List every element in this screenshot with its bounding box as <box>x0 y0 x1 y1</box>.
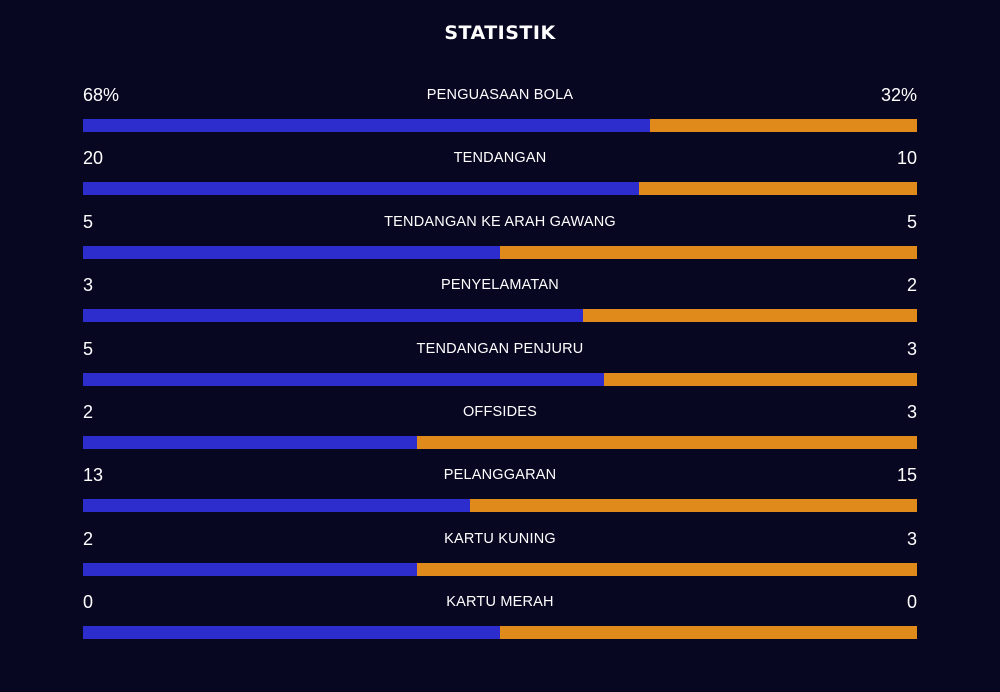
away-bar-segment <box>416 562 917 576</box>
comparison-bar <box>83 435 917 449</box>
comparison-bar <box>83 372 917 386</box>
comparison-bar <box>83 182 917 196</box>
stat-label: KARTU KUNING <box>444 530 556 547</box>
stat-label: TENDANGAN KE ARAH GAWANG <box>384 213 616 230</box>
away-value: 0 <box>906 592 917 613</box>
home-bar-segment <box>83 182 640 196</box>
comparison-bar <box>83 626 917 640</box>
stat-row: 68% PENGUASAAN BOLA 32% <box>83 80 917 143</box>
stat-label: OFFSIDES <box>462 403 538 420</box>
stat-row: 3 PENYELAMATAN 2 <box>83 270 917 333</box>
away-value: 2 <box>906 275 917 296</box>
stat-row: 20 TENDANGAN 10 <box>83 143 917 206</box>
away-value: 3 <box>906 338 917 359</box>
away-bar-segment <box>500 626 917 640</box>
away-bar-segment <box>639 182 917 196</box>
stat-label: PELANGGARAN <box>443 467 557 484</box>
home-value: 0 <box>83 592 94 613</box>
stat-label: TENDANGAN PENJURU <box>416 340 584 357</box>
home-bar-segment <box>83 372 605 386</box>
home-bar-segment <box>83 119 651 132</box>
home-bar-segment <box>83 626 500 640</box>
away-value: 10 <box>896 148 917 169</box>
stat-row: 5 TENDANGAN PENJURU 3 <box>83 334 917 397</box>
stat-row: 0 KARTU MERAH 0 <box>83 587 917 650</box>
home-value: 2 <box>83 401 94 422</box>
away-bar-segment <box>650 119 917 132</box>
stat-row: 2 KARTU KUNING 3 <box>83 524 917 587</box>
away-bar-segment <box>604 372 917 386</box>
away-bar-segment <box>500 245 917 259</box>
comparison-bar <box>83 309 917 323</box>
stat-row: 2 OFFSIDES 3 <box>83 397 917 460</box>
away-bar-segment <box>416 435 917 449</box>
away-value: 32% <box>880 85 917 105</box>
away-bar-segment <box>469 499 917 513</box>
away-value: 15 <box>896 465 917 486</box>
comparison-bar <box>83 562 917 576</box>
home-value: 3 <box>83 275 94 296</box>
stat-row: 5 TENDANGAN KE ARAH GAWANG 5 <box>83 207 917 270</box>
away-bar-segment <box>583 309 917 323</box>
comparison-bar <box>83 245 917 259</box>
away-value: 3 <box>906 401 917 422</box>
home-bar-segment <box>83 309 584 323</box>
home-bar-segment <box>83 562 417 576</box>
away-value: 3 <box>906 528 917 549</box>
home-bar-segment <box>83 435 417 449</box>
home-value: 13 <box>83 465 104 486</box>
stat-row: 13 PELANGGARAN 15 <box>83 460 917 523</box>
comparison-bar <box>83 499 917 513</box>
home-value: 5 <box>83 211 94 232</box>
home-value: 5 <box>83 338 94 359</box>
home-value: 68% <box>83 85 120 105</box>
stat-label: KARTU MERAH <box>446 594 554 611</box>
stat-label: PENYELAMATAN <box>441 277 559 294</box>
away-value: 5 <box>906 211 917 232</box>
stats-title: STATISTIK <box>444 22 556 44</box>
home-value: 20 <box>83 148 104 169</box>
comparison-bar <box>83 119 917 132</box>
stat-label: TENDANGAN <box>453 150 547 167</box>
home-bar-segment <box>83 499 470 513</box>
stat-label: PENGUASAAN BOLA <box>426 87 574 103</box>
home-value: 2 <box>83 528 94 549</box>
stats-list: 68% PENGUASAAN BOLA 32% 20 TENDANGAN 10 … <box>83 80 917 651</box>
home-bar-segment <box>83 245 500 259</box>
